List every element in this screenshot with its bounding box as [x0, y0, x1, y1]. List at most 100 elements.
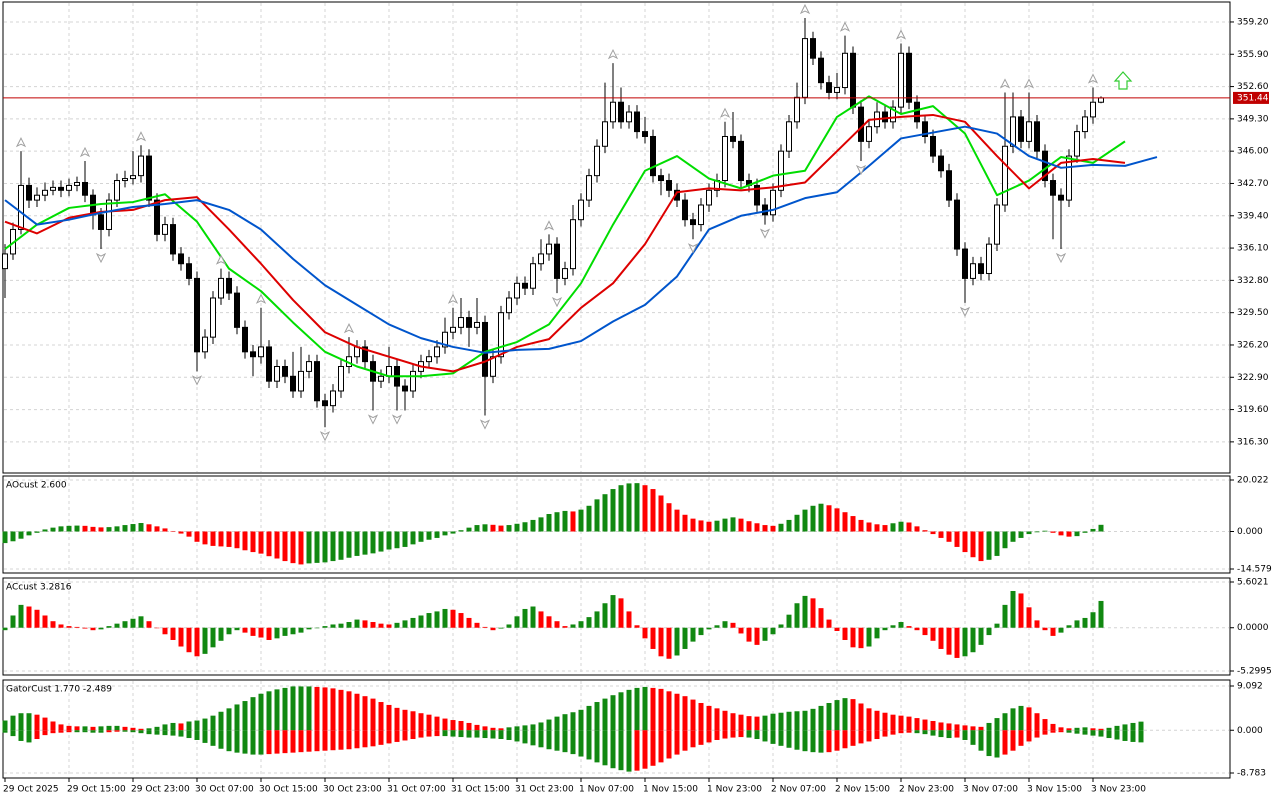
- histogram-bar: [258, 531, 264, 554]
- histogram-bar: [490, 627, 496, 631]
- current-price-label: 351.44: [1237, 93, 1269, 103]
- histogram-bar: [618, 598, 624, 628]
- candle-body: [26, 184, 32, 201]
- histogram-bar: [10, 531, 16, 542]
- candle-body: [162, 224, 168, 235]
- histogram-bar: [386, 704, 392, 731]
- ma-line: [4, 125, 1158, 354]
- histogram-bar: [666, 627, 672, 659]
- candle-body: [146, 155, 152, 201]
- fractal-up: [215, 254, 227, 265]
- histogram-bar: [162, 627, 168, 635]
- histogram-bar: [1010, 730, 1016, 751]
- histogram-bar: [1082, 531, 1088, 533]
- histogram-bar: [34, 609, 40, 628]
- histogram-bar: [610, 489, 616, 532]
- histogram-bar: [650, 687, 656, 731]
- histogram-bar: [90, 726, 96, 731]
- histogram-bar: [370, 730, 376, 747]
- candle-body: [154, 199, 160, 235]
- histogram-bar: [2, 720, 8, 731]
- candle-body: [938, 155, 944, 172]
- histogram-bar: [1034, 620, 1040, 628]
- histogram-bar: [1098, 728, 1104, 731]
- histogram-bar: [226, 627, 232, 635]
- histogram-bar: [546, 514, 552, 532]
- histogram-bar: [1066, 728, 1072, 731]
- histogram-bar: [1010, 531, 1016, 542]
- fractal-up: [15, 137, 27, 148]
- histogram-bar: [226, 708, 232, 731]
- y-tick-label: 342.70: [1237, 179, 1269, 189]
- histogram-bar: [850, 730, 856, 746]
- histogram-bar: [298, 730, 304, 753]
- histogram-bar: [698, 627, 704, 636]
- histogram-bar: [786, 519, 792, 532]
- histogram-bar: [994, 730, 1000, 758]
- histogram-bar: [330, 730, 336, 751]
- histogram-bar: [682, 730, 688, 751]
- histogram-bar: [762, 730, 768, 742]
- histogram-bar: [658, 495, 664, 532]
- histogram-bar: [986, 730, 992, 757]
- histogram-bar: [362, 730, 368, 748]
- histogram-bar: [218, 627, 224, 641]
- histogram-bar: [434, 716, 440, 731]
- histogram-bar: [714, 730, 720, 740]
- histogram-bar: [594, 730, 600, 763]
- y-tick-label: 5.6021: [1237, 578, 1269, 588]
- histogram-bar: [658, 730, 664, 763]
- fractal-down: [367, 414, 379, 425]
- histogram-bar: [122, 726, 128, 731]
- histogram-bar: [738, 627, 744, 634]
- x-tick-label: 29 Oct 2025: [3, 785, 59, 795]
- histogram-bar: [1066, 730, 1072, 733]
- histogram-bar: [498, 728, 504, 731]
- histogram-bar: [866, 708, 872, 731]
- candle-body: [218, 277, 224, 299]
- histogram-bar: [226, 531, 232, 547]
- histogram-bar: [906, 730, 912, 733]
- indicator-title: GatorCust 1.770 -2.489: [6, 685, 112, 695]
- candle-body: [66, 184, 72, 191]
- histogram-bar: [922, 627, 928, 636]
- histogram-bar: [274, 689, 280, 731]
- fractal-up: [135, 131, 147, 142]
- histogram-bar: [810, 505, 816, 532]
- histogram-bar: [290, 531, 296, 564]
- histogram-bar: [578, 730, 584, 757]
- candle-body: [1050, 180, 1056, 196]
- histogram-bar: [562, 730, 568, 753]
- histogram-bar: [834, 627, 840, 632]
- candle-body: [1034, 121, 1040, 152]
- histogram-bar: [1130, 722, 1136, 731]
- histogram-bar: [418, 730, 424, 738]
- candle-body: [114, 180, 120, 201]
- histogram-bar: [786, 711, 792, 731]
- histogram-bar: [1106, 727, 1112, 731]
- candle-body: [106, 199, 112, 230]
- histogram-bar: [18, 604, 24, 628]
- histogram-bar: [186, 531, 192, 537]
- histogram-bar: [306, 686, 312, 731]
- histogram-bar: [322, 730, 328, 751]
- histogram-bar: [298, 627, 304, 633]
- histogram-bar: [794, 514, 800, 532]
- histogram-bar: [602, 730, 608, 766]
- candle-body: [954, 199, 960, 250]
- candle-body: [506, 297, 512, 314]
- candle-body: [586, 175, 592, 201]
- candle-body: [306, 361, 312, 372]
- candle-body: [634, 111, 640, 133]
- histogram-bar: [746, 521, 752, 532]
- histogram-bar: [514, 616, 520, 628]
- histogram-bar: [754, 627, 760, 645]
- histogram-bar: [1090, 528, 1096, 532]
- candle-body: [202, 336, 208, 353]
- histogram-bar: [442, 730, 448, 737]
- histogram-bar: [146, 728, 152, 731]
- histogram-bar: [722, 730, 728, 739]
- current-price-box: [1233, 91, 1269, 104]
